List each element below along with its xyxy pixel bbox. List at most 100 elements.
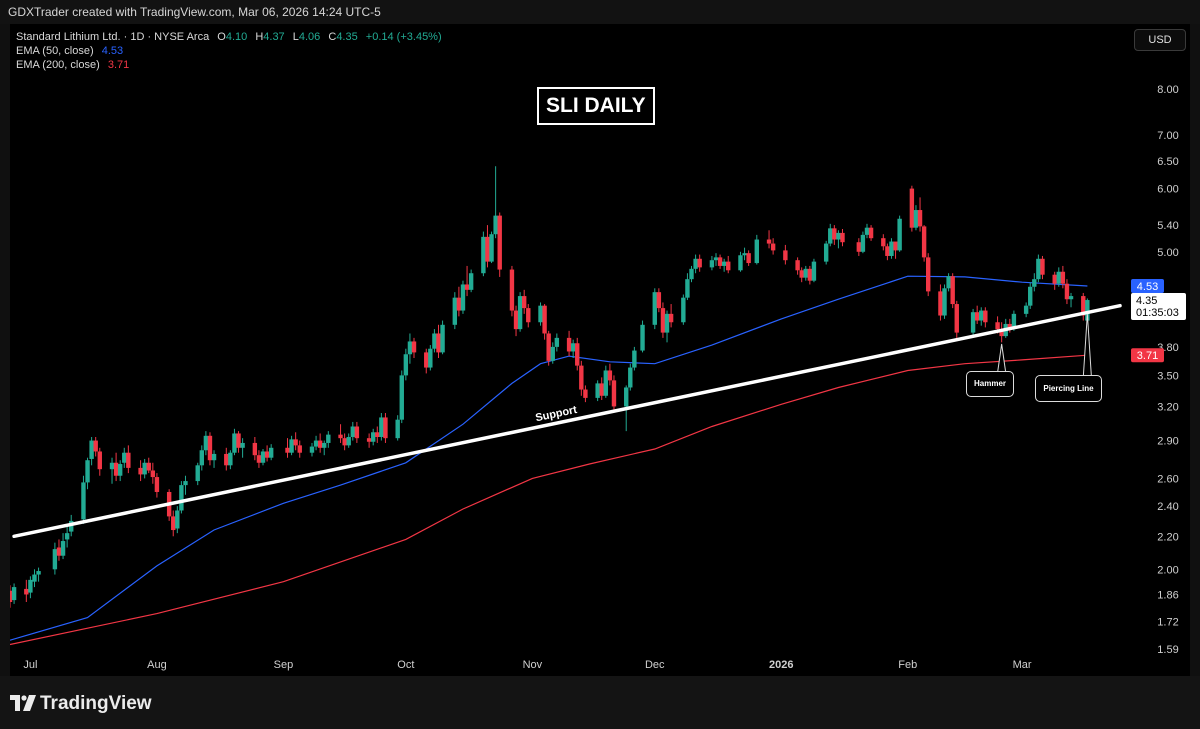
candle-body [738,255,743,271]
candle [379,412,384,441]
candle [868,225,874,241]
candle [1068,292,1074,308]
symbol-name[interactable]: Standard Lithium Ltd. · 1D · NYSE Arca [16,31,210,43]
candle-body [322,442,327,448]
candle [460,280,466,314]
candle [595,380,600,402]
symbol-legend[interactable]: Standard Lithium Ltd. · 1D · NYSE Arca O… [16,30,442,72]
support-trendline[interactable] [12,303,1122,539]
candle-body [199,450,205,466]
candle [268,444,274,461]
candle [179,481,184,514]
candle-body [264,451,270,458]
candle-body [228,452,233,466]
candle-body [950,276,955,305]
candle [603,365,609,398]
chart-title-box: SLI DAILY [537,87,655,125]
candle [289,435,294,456]
candle [403,348,409,381]
candle-body [999,329,1004,337]
candle [1064,279,1070,305]
chart-panel[interactable]: 8.00 7.00 6.50 6.00 5.40 5.00 3.80 3.50 3.20 2.90… [10,24,1190,676]
candle [554,333,560,352]
legend-ema200-row[interactable]: EMA (200, close) 3.71 [16,58,442,72]
candle-body [828,228,833,244]
candle-body [97,451,102,470]
candle-body [154,477,160,492]
candle [411,337,417,359]
candle-body [1081,296,1086,316]
candle [452,292,458,330]
candle [664,310,670,343]
price-tick-label: 2.60 [1157,473,1178,485]
candle-body [513,310,519,330]
candle [10,585,13,608]
candle [497,212,502,277]
candle [709,255,715,271]
pattern-pointers [997,313,1092,377]
candle-body [652,292,657,325]
price-tick-label: 6.00 [1157,184,1178,196]
change-value: +0.14 (+3.45%) [365,31,442,43]
candle-body [979,310,984,321]
candle-body [628,367,633,388]
candle-body [179,485,184,511]
price-chart[interactable]: 8.007.006.506.005.405.003.803.503.202.90… [10,24,1190,676]
candle-body [489,234,494,262]
legend-ema50-row[interactable]: EMA (50, close) 4.53 [16,44,442,58]
candle-body [142,462,147,475]
time-tick-label: Feb [898,659,917,671]
candle [293,432,298,451]
high-label: H [255,31,264,43]
candle-body [1040,258,1045,275]
candle [893,241,898,259]
candle [836,230,841,249]
candle [742,247,747,261]
low-label: L [292,31,299,43]
candle [1081,292,1086,321]
candle [746,250,751,266]
price-tick-label: 8.00 [1157,84,1178,96]
candle [832,225,837,245]
candle-body [668,313,674,323]
top-caption-bar: GDXTrader created with TradingView.com, … [0,0,1200,24]
candle [32,569,37,588]
price-tick-label: 2.40 [1157,501,1178,513]
candle [579,360,584,396]
candle [175,506,180,534]
candle-body [1023,305,1029,314]
time-axis[interactable]: Jul Aug Sep Oct Nov Dec 2026 Feb Mar [23,659,1031,671]
candle [889,238,894,259]
candle [1052,271,1057,290]
candle-body [56,547,62,556]
candle-body [1032,279,1037,287]
candle [56,539,62,561]
ema200-line [10,354,1088,646]
candle [350,421,355,441]
candle-body [599,383,604,396]
candle-body [954,304,959,333]
candle [713,253,719,266]
currency-button[interactable]: USD [1134,29,1186,51]
price-axis[interactable]: 8.007.006.506.005.405.003.803.503.202.90… [1157,84,1178,656]
candle-body [868,227,874,239]
price-tick-label: 2.90 [1157,436,1178,448]
candle-body [195,465,200,482]
candle-body [754,239,760,264]
candle-body [509,269,515,311]
candle-body [452,297,458,325]
candle [85,457,90,490]
candle [326,431,331,448]
candle [436,324,441,359]
candle [526,304,531,328]
candle-body [742,253,747,256]
candle [256,450,262,468]
candle-body [138,467,143,475]
candle-body [113,462,119,476]
candle [354,421,360,443]
candle-body [913,210,919,228]
candle-body [823,243,829,262]
price-tick-label: 1.86 [1157,589,1178,601]
candle-body [171,516,176,531]
